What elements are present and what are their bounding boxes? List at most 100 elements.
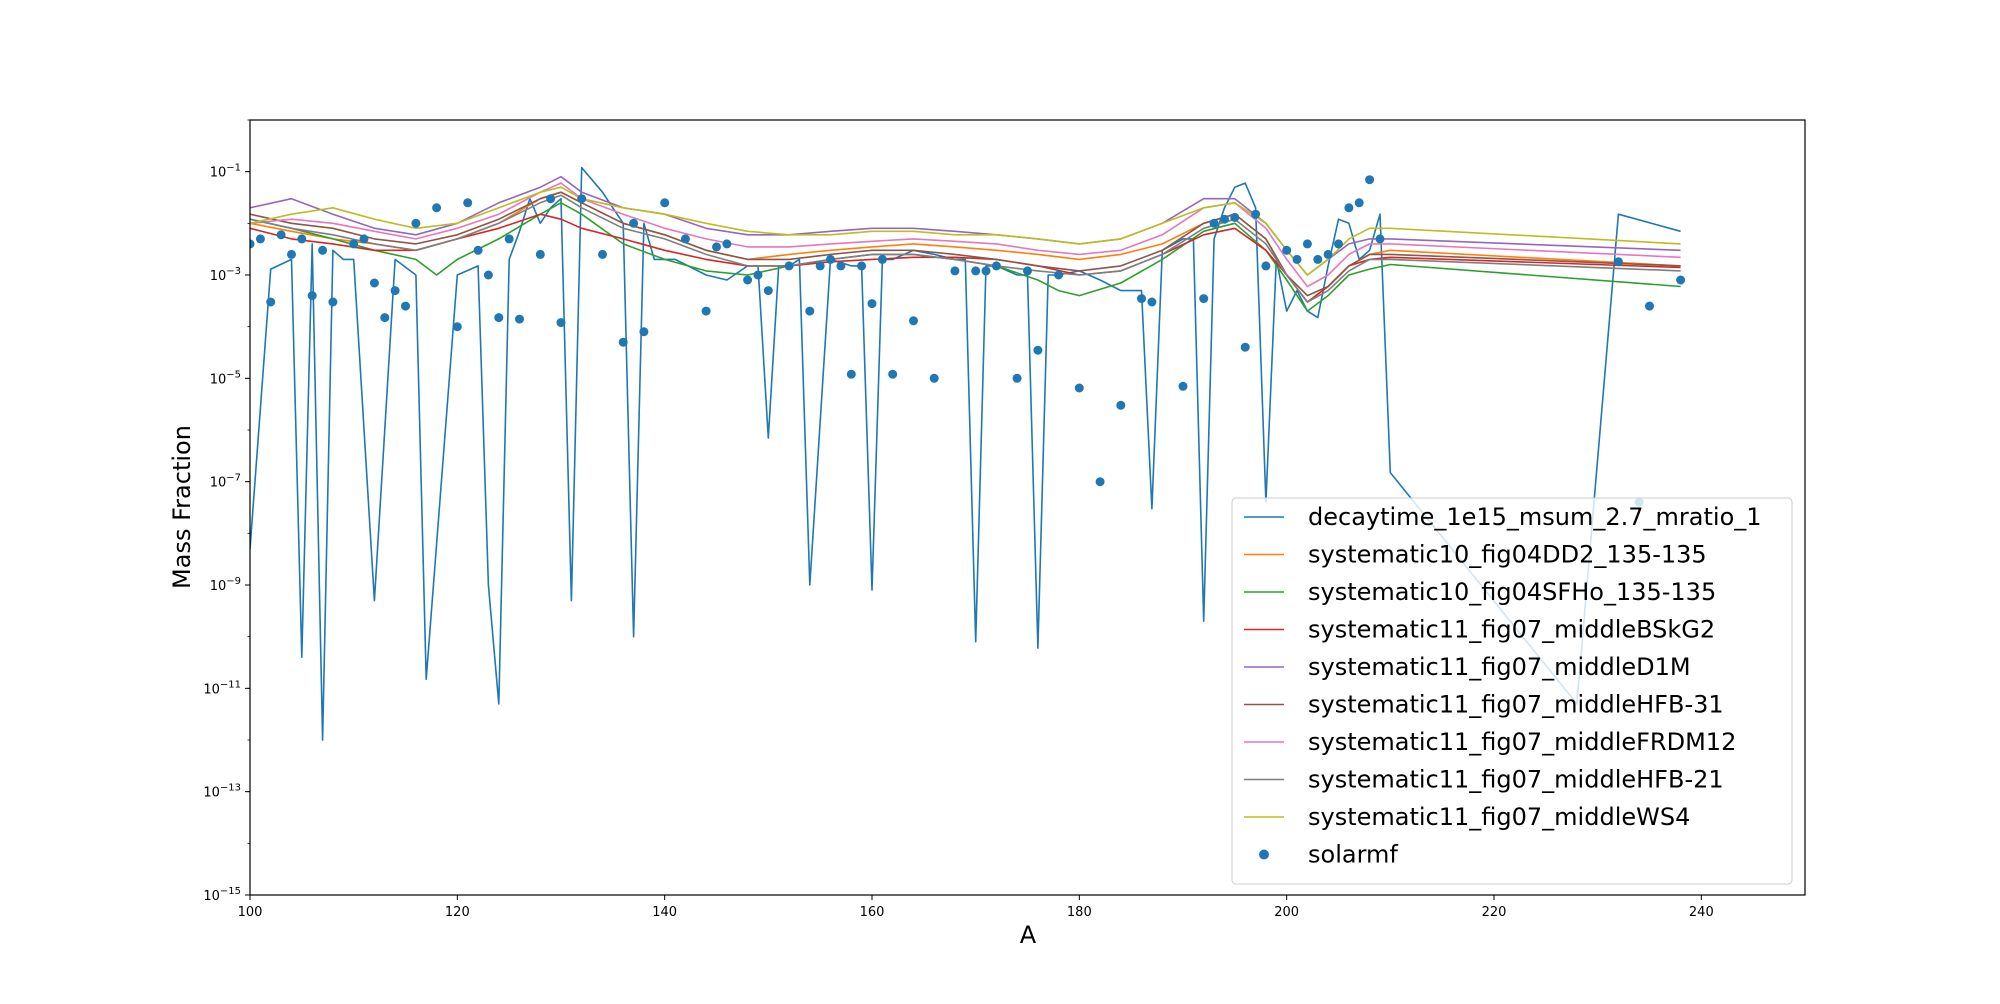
legend-entry-label: systematic11_fig07_middleFRDM12 bbox=[1308, 728, 1736, 756]
solarmf-point bbox=[250, 239, 255, 249]
solarmf-point bbox=[660, 198, 670, 208]
solarmf-point bbox=[815, 261, 825, 271]
solarmf-point bbox=[504, 234, 514, 244]
solarmf-point bbox=[556, 318, 566, 328]
y-tick-label: 10−11 bbox=[203, 679, 241, 697]
solarmf-point bbox=[877, 254, 887, 264]
solarmf-point bbox=[1209, 218, 1219, 228]
solarmf-point bbox=[1240, 342, 1250, 352]
solarmf-point bbox=[971, 266, 981, 276]
solarmf-point bbox=[369, 278, 379, 288]
y-tick-label: 10−9 bbox=[210, 576, 241, 594]
solarmf-point bbox=[380, 313, 390, 323]
legend-box bbox=[1231, 497, 1793, 885]
solarmf-point bbox=[1251, 209, 1261, 219]
solarmf-point bbox=[680, 234, 690, 244]
solarmf-point bbox=[826, 254, 835, 264]
solarmf-point bbox=[1230, 212, 1240, 222]
solarmf-point bbox=[1676, 275, 1686, 285]
solarmf-point bbox=[577, 194, 587, 204]
solarmf-point bbox=[598, 249, 607, 259]
solarmf-point bbox=[1282, 245, 1292, 255]
solarmf-point bbox=[629, 218, 639, 228]
x-tick-label: 120 bbox=[445, 905, 470, 920]
legend-entry-label: systematic11_fig07_middleBSkG2 bbox=[1308, 616, 1715, 644]
solarmf-point bbox=[1054, 270, 1064, 280]
solarmf-point bbox=[287, 249, 296, 259]
solarmf-point bbox=[390, 286, 400, 296]
solarmf-point bbox=[909, 316, 918, 326]
solarmf-point bbox=[929, 373, 939, 383]
solarmf-point bbox=[452, 322, 462, 332]
plot-scatter bbox=[250, 175, 1686, 507]
solarmf-point bbox=[763, 286, 773, 296]
solarmf-point bbox=[701, 306, 711, 316]
solarmf-point bbox=[473, 245, 483, 255]
series-line-7 bbox=[250, 182, 1681, 288]
x-tick-label: 140 bbox=[652, 905, 677, 920]
solarmf-point bbox=[1012, 373, 1022, 383]
solarmf-point bbox=[1375, 234, 1385, 244]
solarmf-point bbox=[1334, 239, 1343, 249]
solarmf-point bbox=[867, 299, 877, 309]
solarmf-point bbox=[297, 234, 307, 244]
solarmf-point bbox=[494, 313, 504, 323]
y-axis-label: Mass Fraction bbox=[168, 425, 196, 589]
solarmf-point bbox=[753, 270, 763, 280]
solarmf-point bbox=[1365, 175, 1375, 185]
y-tick-label: 10−1 bbox=[210, 163, 241, 181]
y-tick-label: 10−7 bbox=[210, 473, 241, 491]
solarmf-point bbox=[1261, 261, 1271, 271]
solarmf-point bbox=[1199, 294, 1209, 304]
solarmf-point bbox=[618, 337, 628, 347]
solarmf-point bbox=[981, 266, 991, 276]
solarmf-point bbox=[1323, 249, 1333, 259]
y-tick-label: 10−15 bbox=[203, 886, 241, 904]
solarmf-point bbox=[991, 261, 1001, 271]
series-line-6 bbox=[250, 191, 1681, 297]
x-tick-label: 100 bbox=[238, 905, 263, 920]
legend-entry-label: systematic11_fig07_middleHFB-31 bbox=[1308, 691, 1724, 719]
solarmf-point bbox=[857, 261, 867, 271]
series-line-8 bbox=[250, 194, 1681, 303]
solarmf-point bbox=[483, 270, 493, 280]
x-tick-label: 240 bbox=[1689, 905, 1714, 920]
x-axis-label: A bbox=[1020, 921, 1037, 949]
solarmf-point bbox=[1095, 477, 1105, 487]
x-tick-label: 160 bbox=[860, 905, 885, 920]
solarmf-point bbox=[546, 194, 556, 204]
solarmf-point bbox=[1116, 400, 1126, 410]
legend-entry-label: systematic10_fig04SFHo_135-135 bbox=[1308, 578, 1716, 606]
solarmf-point bbox=[515, 314, 524, 324]
solarmf-point bbox=[307, 291, 317, 301]
solarmf-point bbox=[1302, 239, 1312, 249]
x-tick-label: 200 bbox=[1274, 905, 1299, 920]
solarmf-point bbox=[1313, 254, 1323, 264]
y-tick-label: 10−5 bbox=[210, 369, 241, 387]
solarmf-point bbox=[1613, 257, 1623, 267]
x-axis: 100 120 140 160 180 200 220 240 bbox=[238, 895, 1714, 920]
solarmf-point bbox=[846, 369, 856, 379]
y-tick-label: 10−13 bbox=[203, 783, 241, 801]
solarmf-point bbox=[836, 261, 846, 271]
solarmf-point bbox=[1645, 301, 1654, 311]
solarmf-point bbox=[432, 203, 442, 213]
solarmf-point bbox=[535, 249, 545, 259]
x-tick-label: 180 bbox=[1067, 905, 1092, 920]
legend-entry-label: systematic11_fig07_middleWS4 bbox=[1308, 803, 1690, 831]
solarmf-point bbox=[722, 239, 732, 249]
solarmf-point bbox=[1033, 345, 1043, 355]
solarmf-point bbox=[359, 234, 369, 244]
solarmf-point bbox=[401, 301, 410, 311]
legend-entry-label: systematic11_fig07_middleHFB-21 bbox=[1308, 766, 1724, 794]
legend-entry-label: decaytime_1e15_msum_2.7_mratio_1 bbox=[1308, 503, 1762, 531]
solarmf-point bbox=[276, 230, 286, 240]
solarmf-point bbox=[411, 218, 421, 228]
solarmf-point bbox=[1023, 266, 1032, 276]
solarmf-point bbox=[328, 297, 338, 307]
solarmf-point bbox=[805, 306, 815, 316]
solarmf-point bbox=[639, 327, 649, 337]
solarmf-point bbox=[784, 261, 794, 271]
